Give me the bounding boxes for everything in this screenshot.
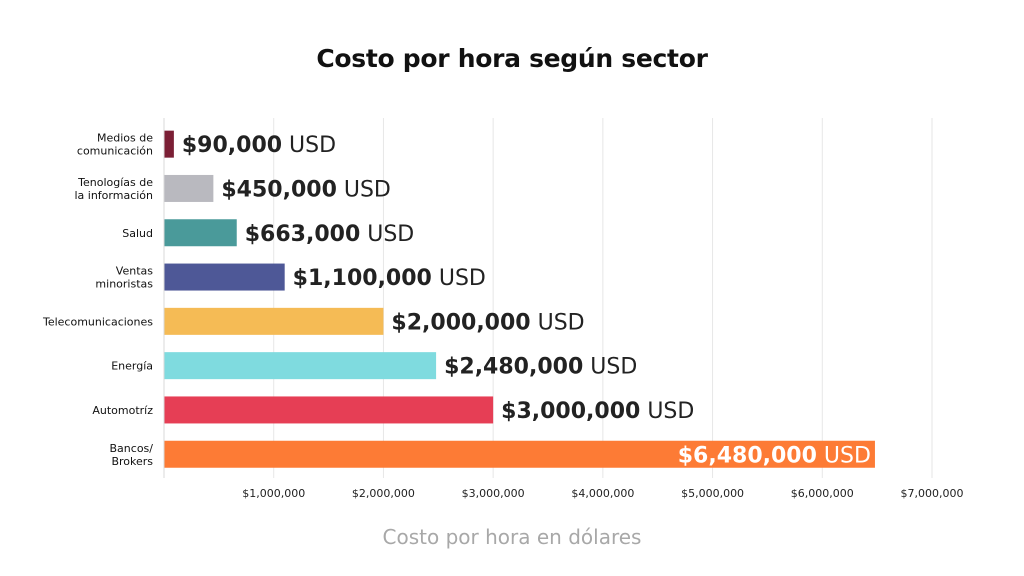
- data-label: $450,000 USD: [221, 177, 391, 202]
- category-label: Salud: [122, 227, 153, 240]
- data-label: $2,000,000 USD: [391, 310, 584, 335]
- data-label: $663,000 USD: [245, 222, 415, 247]
- data-label-unit: USD: [583, 355, 637, 380]
- category-label: comunicación: [77, 145, 153, 158]
- x-tick-label: $1,000,000: [242, 487, 305, 500]
- data-labels: $90,000 USD$450,000 USD$663,000 USD$1,10…: [182, 133, 871, 468]
- category-label: Brokers: [111, 455, 153, 468]
- category-label: Telecomunicaciones: [42, 315, 153, 328]
- bar: [164, 396, 494, 424]
- x-tick-labels: $1,000,000 $2,000,000 $3,000,000 $4,000,000…: [242, 487, 963, 500]
- category-label: Ventas: [116, 265, 153, 278]
- data-label-amount: $3,000,000: [501, 399, 640, 424]
- bars: [164, 130, 875, 468]
- data-label-unit: USD: [337, 177, 391, 202]
- bar: [164, 440, 875, 468]
- category-label: Bancos/: [110, 442, 154, 455]
- data-label-amount: $2,000,000: [391, 310, 530, 335]
- data-label-unit: USD: [360, 222, 414, 247]
- data-label: $90,000 USD: [182, 133, 336, 158]
- data-label-amount: $90,000: [182, 133, 282, 158]
- data-label: $3,000,000 USD: [501, 399, 694, 424]
- grid-lines: [273, 118, 933, 478]
- data-label: $2,480,000 USD: [444, 355, 637, 380]
- bar: [164, 219, 237, 247]
- bar: [164, 130, 174, 158]
- bar: [164, 352, 437, 380]
- data-label-amount: $1,100,000: [293, 266, 432, 291]
- chart-title: Costo por hora según sector: [316, 44, 708, 73]
- bar: [164, 263, 285, 291]
- x-tick-label: $2,000,000: [352, 487, 415, 500]
- data-label-unit: USD: [531, 310, 585, 335]
- x-tick-label: $6,000,000: [791, 487, 854, 500]
- data-label-amount: $6,480,000: [678, 443, 817, 468]
- category-label: Tenologías de: [77, 176, 153, 189]
- data-label-unit: USD: [282, 133, 336, 158]
- bar: [164, 174, 214, 202]
- data-label-amount: $663,000: [245, 222, 361, 247]
- category-label: la información: [74, 189, 153, 202]
- bar: [164, 307, 384, 335]
- x-tick-label: $7,000,000: [901, 487, 964, 500]
- x-tick-label: $4,000,000: [571, 487, 634, 500]
- x-axis-label: Costo por hora en dólares: [382, 525, 642, 549]
- category-label: minoristas: [95, 278, 153, 291]
- data-label-unit: USD: [432, 266, 486, 291]
- category-label: Medios de: [97, 132, 153, 145]
- data-label: $1,100,000 USD: [293, 266, 486, 291]
- data-label-unit: USD: [640, 399, 694, 424]
- data-label-amount: $2,480,000: [444, 355, 583, 380]
- data-label-unit: USD: [817, 443, 871, 468]
- x-tick-label: $5,000,000: [681, 487, 744, 500]
- data-label-amount: $450,000: [221, 177, 337, 202]
- category-label: Automotríz: [92, 404, 153, 417]
- data-label: $6,480,000 USD: [678, 443, 871, 468]
- category-label: Energía: [111, 360, 153, 373]
- x-tick-label: $3,000,000: [462, 487, 525, 500]
